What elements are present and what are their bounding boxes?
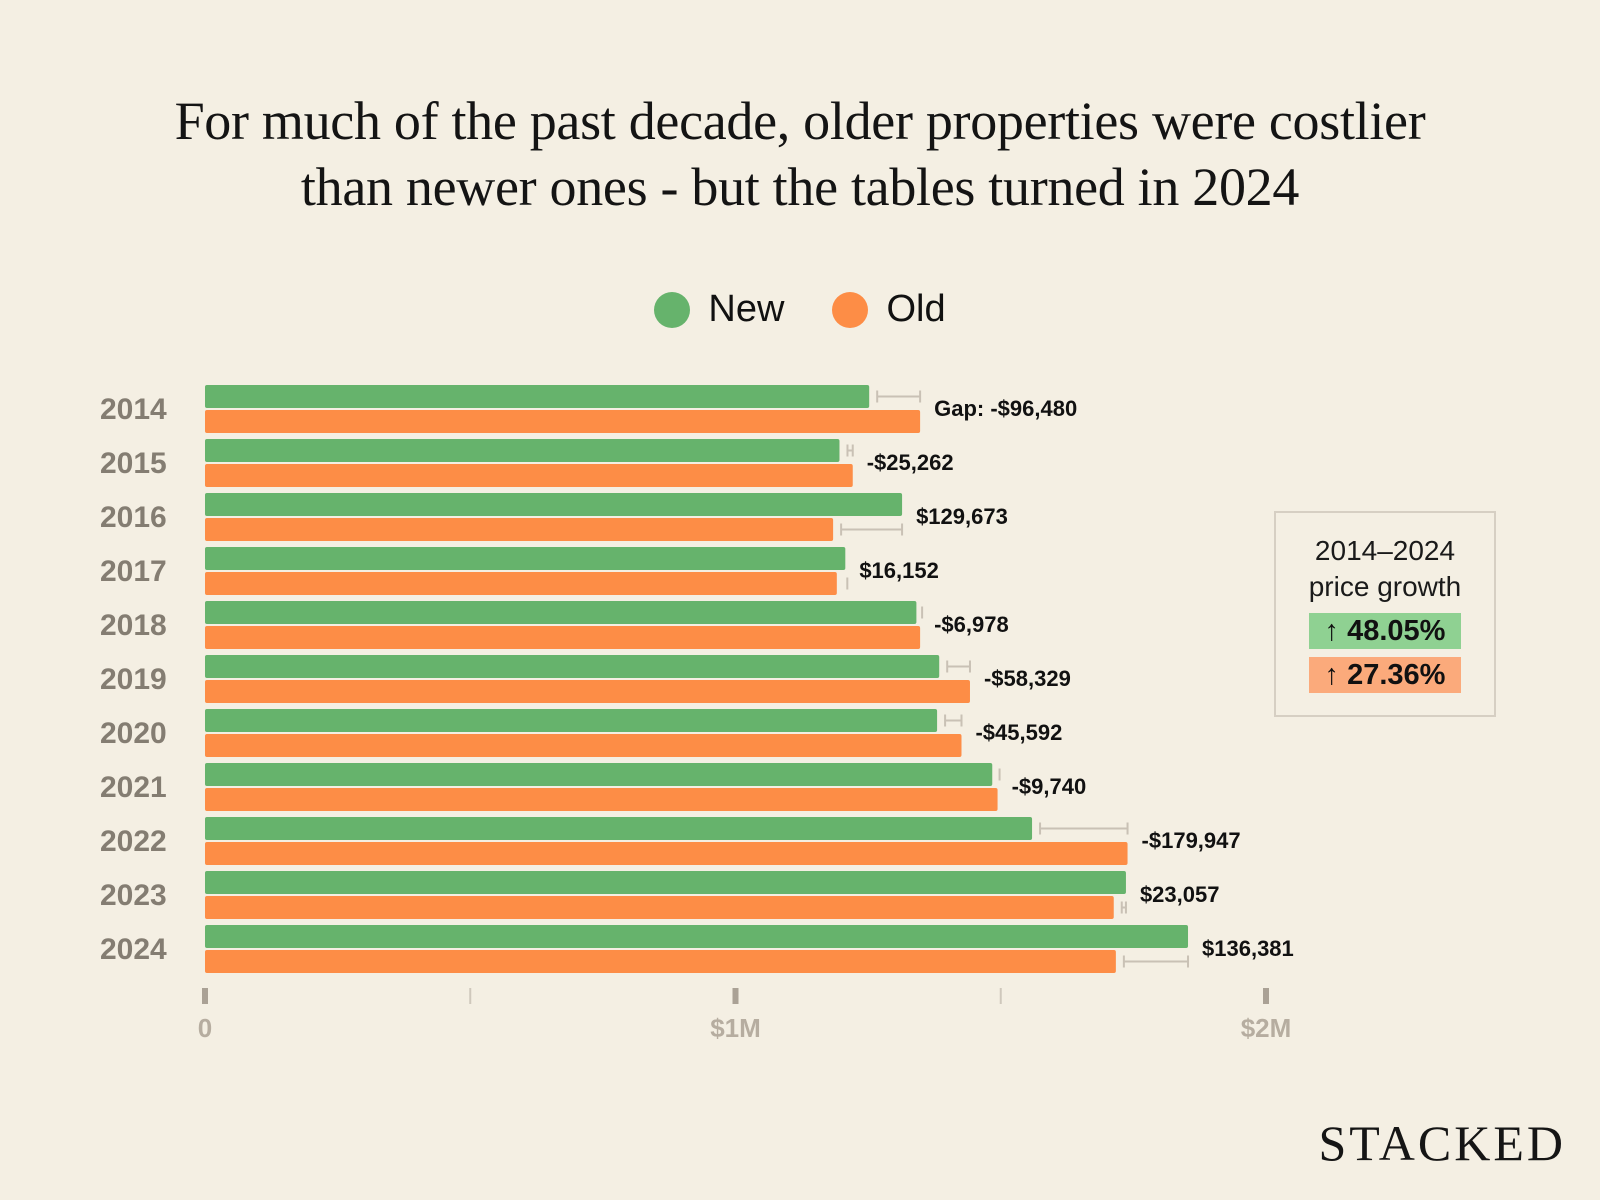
- chart-title: For much of the past decade, older prope…: [0, 88, 1600, 220]
- year-label-2022: 2022: [100, 825, 167, 858]
- year-label-2023: 2023: [100, 879, 167, 912]
- gap-label-2024: $136,381: [1202, 936, 1294, 961]
- bar-new-2022: [205, 817, 1033, 840]
- gap-label-2018: -$6,978: [934, 612, 1009, 637]
- bar-new-2020: [205, 709, 938, 732]
- year-label-2015: 2015: [100, 447, 167, 480]
- bar-old-2016: [205, 518, 834, 541]
- brand-logo: STACKED: [1318, 1115, 1566, 1171]
- legend-label-new: New: [708, 288, 785, 330]
- bar-old-2020: [205, 734, 962, 757]
- x-tick-label-2: $1M: [710, 1013, 761, 1043]
- x-tick-4: [1263, 988, 1269, 1004]
- bar-new-2024: [205, 925, 1189, 948]
- gap-label-2022: -$179,947: [1142, 828, 1241, 853]
- bar-old-2022: [205, 842, 1128, 865]
- x-tick-0: [202, 988, 208, 1004]
- year-label-2024: 2024: [100, 933, 167, 966]
- bar-new-2016: [205, 493, 903, 516]
- bar-new-2015: [205, 439, 840, 462]
- gap-label-2014: Gap: -$96,480: [934, 396, 1077, 421]
- bar-new-2023: [205, 871, 1126, 894]
- year-label-2020: 2020: [100, 717, 167, 750]
- x-tick-2: [732, 988, 739, 1004]
- legend-swatch-old: [832, 291, 869, 328]
- chart-title-line-1: For much of the past decade, older prope…: [174, 91, 1426, 151]
- legend-item-new: New: [654, 288, 784, 331]
- bar-old-2014: [205, 410, 921, 433]
- bar-old-2019: [205, 680, 970, 703]
- bar-old-2018: [205, 626, 921, 649]
- year-label-2017: 2017: [100, 555, 167, 588]
- x-tick-label-0: 0: [198, 1013, 212, 1043]
- new-growth-badge: ↑ 48.05%: [1309, 613, 1461, 649]
- legend-item-old: Old: [832, 288, 946, 331]
- year-label-2014: 2014: [100, 393, 167, 426]
- old-growth-badge: ↑ 27.36%: [1309, 657, 1461, 693]
- price-growth-caption: price growth: [1308, 571, 1462, 602]
- gap-label-2016: $129,673: [916, 504, 1008, 529]
- bar-new-2017: [205, 547, 846, 570]
- year-label-2019: 2019: [100, 663, 167, 696]
- gap-label-2021: -$9,740: [1012, 774, 1087, 799]
- bar-old-2023: [205, 896, 1114, 919]
- legend: New Old: [0, 288, 1600, 331]
- bar-old-2021: [205, 788, 998, 811]
- gap-label-2019: -$58,329: [984, 666, 1071, 691]
- price-growth-title: 2014–2024 price growth: [1276, 533, 1494, 605]
- bar-old-2017: [205, 572, 837, 595]
- x-tick-label-4: $2M: [1241, 1013, 1292, 1043]
- gap-label-2020: -$45,592: [975, 720, 1062, 745]
- year-label-2016: 2016: [100, 501, 167, 534]
- x-tick-1: [469, 988, 472, 1004]
- bar-old-2015: [205, 464, 853, 487]
- price-growth-period: 2014–2024: [1314, 535, 1456, 566]
- x-tick-3: [999, 988, 1002, 1004]
- year-label-2021: 2021: [100, 771, 167, 804]
- gap-label-2023: $23,057: [1140, 882, 1220, 907]
- legend-swatch-new: [654, 291, 691, 328]
- gap-label-2017: $16,152: [859, 558, 939, 583]
- bar-old-2024: [205, 950, 1116, 973]
- price-growth-box: 2014–2024 price growth ↑ 48.05% ↑ 27.36%: [1274, 511, 1496, 717]
- gap-label-2015: -$25,262: [867, 450, 954, 475]
- bar-new-2014: [205, 385, 870, 408]
- bar-new-2021: [205, 763, 993, 786]
- legend-label-old: Old: [886, 288, 946, 330]
- chart-title-line-2: than newer ones - but the tables turned …: [300, 157, 1300, 217]
- bar-new-2019: [205, 655, 940, 678]
- year-label-2018: 2018: [100, 609, 167, 642]
- bar-new-2018: [205, 601, 917, 624]
